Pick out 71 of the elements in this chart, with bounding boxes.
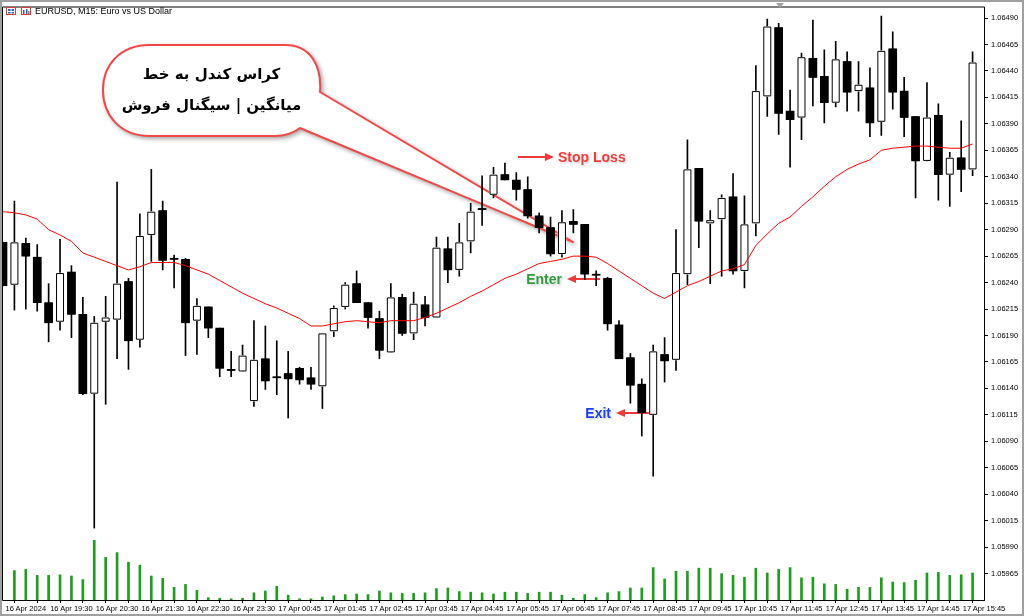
candlestick	[112, 181, 122, 360]
bar	[149, 575, 153, 600]
candlestick	[705, 210, 715, 284]
bar	[720, 573, 723, 600]
bar	[275, 585, 279, 600]
bar	[435, 588, 438, 600]
bar	[184, 584, 187, 600]
bar	[640, 587, 644, 600]
bar	[629, 587, 632, 600]
bar	[948, 575, 952, 600]
bar	[412, 593, 415, 600]
bar	[857, 587, 860, 600]
candlestick	[808, 19, 818, 107]
bar	[104, 557, 107, 600]
bar	[822, 583, 826, 600]
bar	[457, 591, 461, 600]
bar	[959, 574, 963, 600]
annotation: کراس کندل به خط میانگین | سیگنال فروش	[120, 64, 303, 116]
bar	[777, 569, 780, 600]
bar	[697, 567, 701, 600]
bar	[606, 592, 609, 600]
candlestick	[226, 351, 236, 378]
bar	[686, 570, 689, 600]
bar	[880, 577, 883, 600]
bar	[400, 593, 404, 600]
annotation: Enter	[526, 271, 562, 287]
bar	[914, 579, 917, 600]
bar	[651, 567, 655, 600]
bar	[332, 595, 336, 600]
bar	[800, 577, 803, 600]
bar	[92, 540, 96, 600]
bar	[937, 572, 940, 600]
bar	[127, 561, 130, 600]
bar	[743, 576, 746, 600]
bar	[663, 578, 666, 600]
bar	[47, 575, 50, 600]
bar	[13, 570, 16, 600]
bar	[264, 590, 267, 600]
bar	[492, 593, 495, 600]
bar	[469, 591, 473, 600]
bar	[161, 578, 165, 600]
bar	[891, 581, 895, 600]
annotation: Exit	[585, 405, 611, 421]
bar	[526, 593, 530, 600]
bar	[286, 594, 290, 600]
bar	[24, 569, 28, 600]
bar	[321, 596, 324, 600]
bar	[355, 593, 358, 600]
bar	[241, 597, 244, 600]
candlestick	[477, 175, 487, 226]
bar	[708, 567, 712, 600]
candlestick	[956, 120, 966, 192]
bar	[834, 584, 838, 600]
annotation: Stop Loss	[558, 149, 626, 165]
bar	[218, 597, 222, 600]
bar	[765, 572, 769, 600]
bar	[343, 594, 347, 600]
bar	[583, 594, 587, 600]
candlestick	[146, 169, 156, 262]
bar	[378, 590, 381, 600]
bar	[549, 591, 552, 600]
bar	[514, 591, 518, 600]
bar	[971, 572, 974, 600]
bar	[572, 597, 575, 600]
bar	[35, 575, 39, 600]
candlestick	[785, 89, 795, 168]
chart-title: EURUSD, M15: Euro vs US Dollar	[35, 6, 173, 16]
candlestick	[283, 351, 293, 419]
bar	[207, 597, 210, 600]
candlestick	[21, 237, 31, 310]
bar	[70, 575, 73, 600]
